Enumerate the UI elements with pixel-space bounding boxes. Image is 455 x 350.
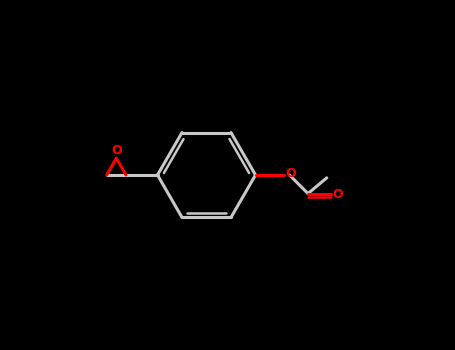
Text: O: O xyxy=(285,167,296,180)
Text: O: O xyxy=(111,144,121,157)
Text: O: O xyxy=(332,188,343,202)
